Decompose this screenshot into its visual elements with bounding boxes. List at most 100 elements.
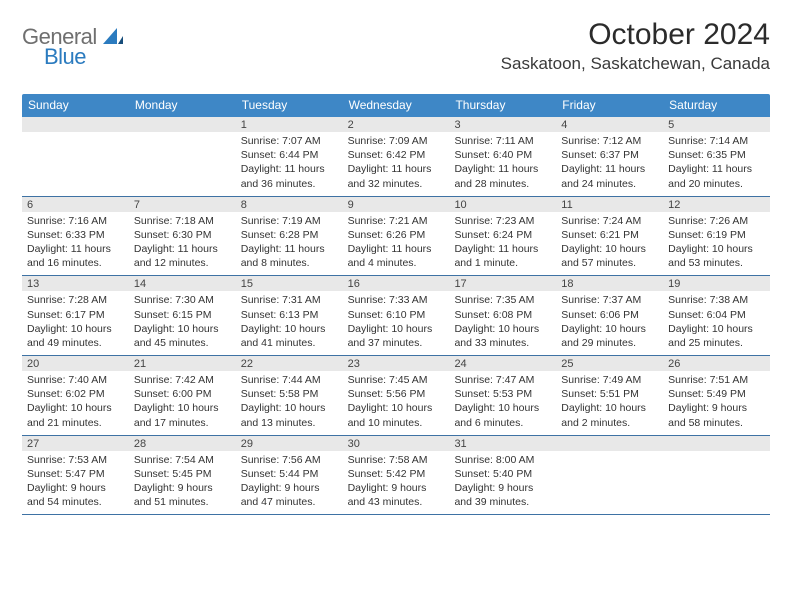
sunset-line: Sunset: 5:56 PM (348, 387, 445, 401)
sunrise-line: Sunrise: 7:26 AM (668, 214, 765, 228)
daynum-bar-empty (556, 436, 663, 451)
day-cell: 17Sunrise: 7:35 AMSunset: 6:08 PMDayligh… (449, 276, 556, 355)
weekday-fri: Friday (556, 94, 663, 117)
header: General Blue October 2024 Saskatoon, Sas… (22, 18, 770, 76)
day-cell: 8Sunrise: 7:19 AMSunset: 6:28 PMDaylight… (236, 197, 343, 276)
daylight-line: Daylight: 10 hours (348, 401, 445, 415)
sunset-line: Sunset: 6:26 PM (348, 228, 445, 242)
sunrise-line: Sunrise: 7:24 AM (561, 214, 658, 228)
daynum-bar: 20 (22, 356, 129, 371)
daynum-bar: 5 (663, 117, 770, 132)
daylight-line: Daylight: 9 hours (348, 481, 445, 495)
sunset-line: Sunset: 6:15 PM (134, 308, 231, 322)
daylight-line: Daylight: 10 hours (561, 401, 658, 415)
sunset-line: Sunset: 6:35 PM (668, 148, 765, 162)
daynum-bar: 28 (129, 436, 236, 451)
day-cell: 16Sunrise: 7:33 AMSunset: 6:10 PMDayligh… (343, 276, 450, 355)
daylight-line: and 21 minutes. (27, 416, 124, 430)
daylight-line: Daylight: 9 hours (27, 481, 124, 495)
day-cell: 23Sunrise: 7:45 AMSunset: 5:56 PMDayligh… (343, 356, 450, 435)
sunset-line: Sunset: 6:02 PM (27, 387, 124, 401)
sunrise-line: Sunrise: 7:14 AM (668, 134, 765, 148)
day-cell: 13Sunrise: 7:28 AMSunset: 6:17 PMDayligh… (22, 276, 129, 355)
daylight-line: Daylight: 10 hours (454, 401, 551, 415)
sunrise-line: Sunrise: 7:16 AM (27, 214, 124, 228)
daylight-line: and 45 minutes. (134, 336, 231, 350)
daylight-line: and 36 minutes. (241, 177, 338, 191)
calendar-page: General Blue October 2024 Saskatoon, Sas… (0, 0, 792, 612)
day-cell: 18Sunrise: 7:37 AMSunset: 6:06 PMDayligh… (556, 276, 663, 355)
weekday-header: Sunday Monday Tuesday Wednesday Thursday… (22, 94, 770, 117)
sunset-line: Sunset: 5:49 PM (668, 387, 765, 401)
daylight-line: and 32 minutes. (348, 177, 445, 191)
sunset-line: Sunset: 5:44 PM (241, 467, 338, 481)
daylight-line: Daylight: 10 hours (241, 401, 338, 415)
day-cell: 9Sunrise: 7:21 AMSunset: 6:26 PMDaylight… (343, 197, 450, 276)
week-row: 27Sunrise: 7:53 AMSunset: 5:47 PMDayligh… (22, 436, 770, 516)
daylight-line: and 57 minutes. (561, 256, 658, 270)
day-cell: 5Sunrise: 7:14 AMSunset: 6:35 PMDaylight… (663, 117, 770, 196)
daylight-line: and 58 minutes. (668, 416, 765, 430)
daylight-line: and 8 minutes. (241, 256, 338, 270)
daynum-bar: 2 (343, 117, 450, 132)
daylight-line: and 12 minutes. (134, 256, 231, 270)
sunset-line: Sunset: 5:53 PM (454, 387, 551, 401)
sunset-line: Sunset: 6:06 PM (561, 308, 658, 322)
day-cell: 31Sunrise: 8:00 AMSunset: 5:40 PMDayligh… (449, 436, 556, 515)
logo: General Blue (22, 18, 125, 76)
daylight-line: and 25 minutes. (668, 336, 765, 350)
daylight-line: Daylight: 10 hours (561, 242, 658, 256)
sunset-line: Sunset: 6:08 PM (454, 308, 551, 322)
sunset-line: Sunset: 6:40 PM (454, 148, 551, 162)
day-cell: 1Sunrise: 7:07 AMSunset: 6:44 PMDaylight… (236, 117, 343, 196)
sunset-line: Sunset: 5:40 PM (454, 467, 551, 481)
daylight-line: and 2 minutes. (561, 416, 658, 430)
day-cell: 4Sunrise: 7:12 AMSunset: 6:37 PMDaylight… (556, 117, 663, 196)
sunrise-line: Sunrise: 7:18 AM (134, 214, 231, 228)
daylight-line: and 47 minutes. (241, 495, 338, 509)
daylight-line: Daylight: 11 hours (454, 162, 551, 176)
sunset-line: Sunset: 6:33 PM (27, 228, 124, 242)
daylight-line: and 51 minutes. (134, 495, 231, 509)
day-cell: 30Sunrise: 7:58 AMSunset: 5:42 PMDayligh… (343, 436, 450, 515)
weekday-tue: Tuesday (236, 94, 343, 117)
sunset-line: Sunset: 5:45 PM (134, 467, 231, 481)
sunset-line: Sunset: 6:42 PM (348, 148, 445, 162)
sunrise-line: Sunrise: 7:19 AM (241, 214, 338, 228)
weekday-mon: Monday (129, 94, 236, 117)
sunset-line: Sunset: 6:28 PM (241, 228, 338, 242)
daynum-bar: 4 (556, 117, 663, 132)
sunrise-line: Sunrise: 7:33 AM (348, 293, 445, 307)
day-cell: 12Sunrise: 7:26 AMSunset: 6:19 PMDayligh… (663, 197, 770, 276)
sunset-line: Sunset: 6:13 PM (241, 308, 338, 322)
day-cell (663, 436, 770, 515)
daynum-bar-empty (663, 436, 770, 451)
daynum-bar: 11 (556, 197, 663, 212)
daynum-bar: 1 (236, 117, 343, 132)
daynum-bar: 3 (449, 117, 556, 132)
sunrise-line: Sunrise: 7:12 AM (561, 134, 658, 148)
daynum-bar: 10 (449, 197, 556, 212)
sunrise-line: Sunrise: 7:37 AM (561, 293, 658, 307)
sunset-line: Sunset: 5:47 PM (27, 467, 124, 481)
daylight-line: Daylight: 9 hours (241, 481, 338, 495)
daylight-line: Daylight: 11 hours (561, 162, 658, 176)
sunrise-line: Sunrise: 7:35 AM (454, 293, 551, 307)
daylight-line: and 1 minute. (454, 256, 551, 270)
weekday-wed: Wednesday (343, 94, 450, 117)
daylight-line: and 13 minutes. (241, 416, 338, 430)
sunset-line: Sunset: 6:19 PM (668, 228, 765, 242)
sunset-line: Sunset: 6:04 PM (668, 308, 765, 322)
daynum-bar: 18 (556, 276, 663, 291)
sunset-line: Sunset: 5:51 PM (561, 387, 658, 401)
sunset-line: Sunset: 6:21 PM (561, 228, 658, 242)
sunrise-line: Sunrise: 7:38 AM (668, 293, 765, 307)
daynum-bar: 27 (22, 436, 129, 451)
daylight-line: Daylight: 10 hours (241, 322, 338, 336)
daylight-line: and 37 minutes. (348, 336, 445, 350)
day-cell: 3Sunrise: 7:11 AMSunset: 6:40 PMDaylight… (449, 117, 556, 196)
daylight-line: and 6 minutes. (454, 416, 551, 430)
daynum-bar: 17 (449, 276, 556, 291)
daynum-bar-empty (129, 117, 236, 132)
sunrise-line: Sunrise: 7:45 AM (348, 373, 445, 387)
